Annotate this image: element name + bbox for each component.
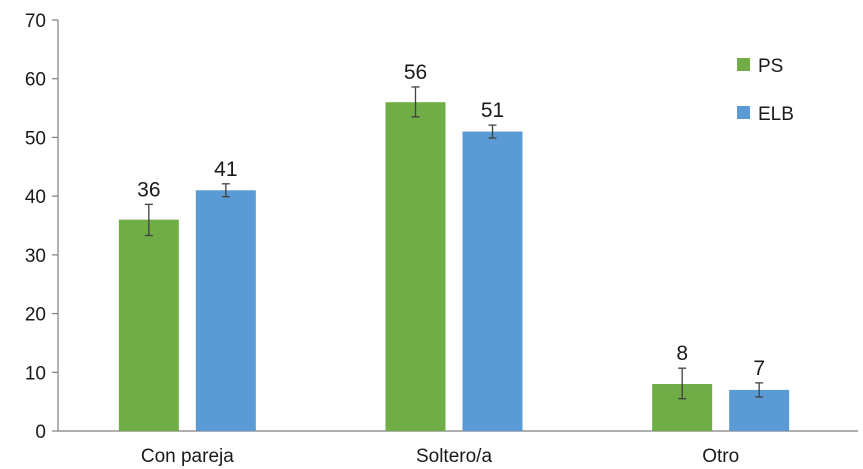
y-tick-label: 70 [25, 11, 46, 32]
data-label: 36 [137, 178, 160, 201]
x-category-label: Con pareja [141, 446, 234, 467]
y-tick-label: 50 [25, 128, 46, 149]
x-category-label: Otro [702, 446, 739, 467]
data-label: 8 [676, 342, 688, 365]
bar-elb-1 [462, 131, 523, 432]
legend-label: PS [758, 56, 783, 77]
data-label: 7 [753, 357, 765, 380]
legend-label: ELB [758, 104, 794, 125]
y-tick-label: 60 [25, 70, 46, 91]
y-tick-label: 10 [25, 363, 46, 384]
error-bars-group [144, 86, 764, 400]
legend-swatch-ps [737, 58, 750, 71]
bar-ps-1 [385, 102, 446, 431]
bar-ps-0 [118, 219, 179, 431]
x-axis: Con pareja Soltero/a Otro [58, 430, 858, 467]
data-label: 56 [404, 61, 427, 84]
y-tick-label: 0 [35, 422, 46, 443]
legend-swatch-elb [737, 106, 750, 119]
y-tick-label: 20 [25, 305, 46, 326]
y-tick-label: 30 [25, 246, 46, 267]
bar-elb-0 [195, 190, 256, 431]
data-label: 51 [481, 99, 504, 122]
legend: PS ELB [737, 56, 794, 125]
x-category-label: Soltero/a [416, 446, 492, 467]
y-tick-label: 40 [25, 187, 46, 208]
data-label: 41 [214, 158, 237, 181]
y-axis: 0 10 20 30 40 50 60 70 [25, 11, 59, 443]
bars-group [118, 102, 790, 432]
data-labels-group: 36 41 56 51 8 7 [137, 61, 765, 380]
